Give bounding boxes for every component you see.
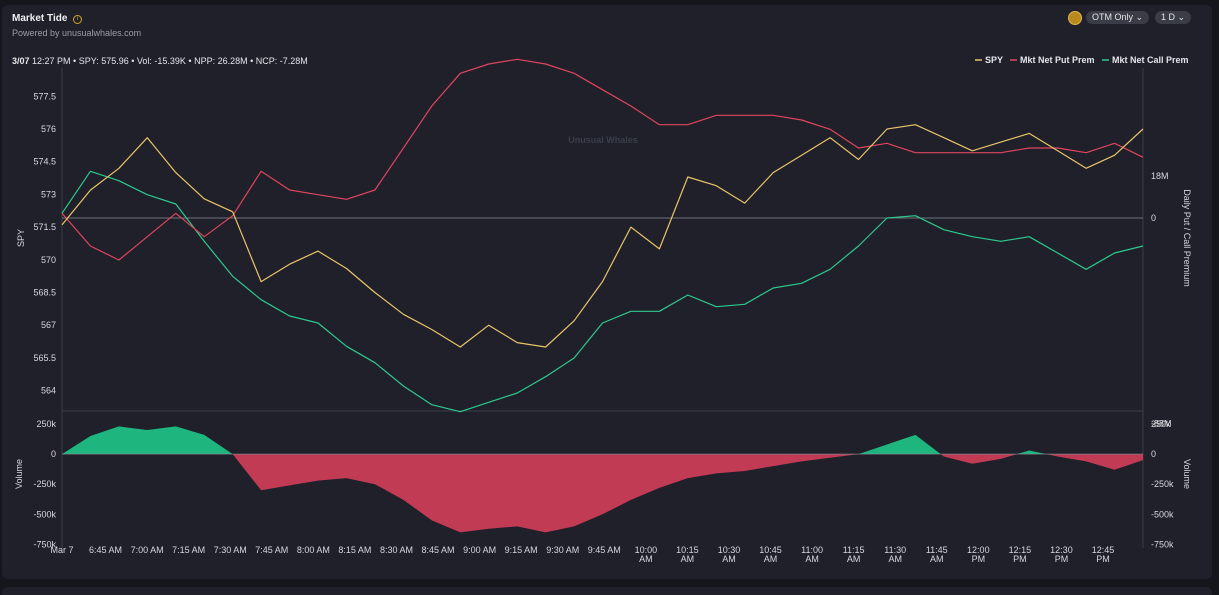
x-tick-label: 9:45 AM — [588, 545, 621, 555]
x-tick-label: 11:15 — [843, 545, 865, 555]
x-tick-label: 9:15 AM — [505, 545, 538, 555]
hover-readout: 3/07 12:27 PM • SPY: 575.96 • Vol: -15.3… — [12, 56, 308, 66]
x-tick-label-suffix: AM — [722, 554, 736, 564]
volume-tick-label: -500k — [33, 509, 56, 519]
volume-right-tick-label: -750k — [1151, 539, 1174, 549]
volume-tick-label: -250k — [33, 479, 56, 489]
x-tick-label: 10:30 — [718, 545, 741, 555]
volume-tick-label: -750k — [33, 539, 56, 549]
y2-tick-label: 18M — [1151, 171, 1169, 181]
y-tick-label: 568.5 — [33, 287, 56, 297]
x-tick-label: 6:45 AM — [89, 545, 122, 555]
y-tick-label: 577.5 — [33, 91, 56, 101]
volume-right-tick-label: -250k — [1151, 479, 1174, 489]
x-tick-label: 10:00 — [635, 545, 658, 555]
volume-right-tick-label: 0 — [1151, 449, 1156, 459]
call-premium-line — [61, 170, 1144, 413]
y2-tick-label: -88M — [1151, 418, 1172, 428]
x-tick-label: 11:00 — [801, 545, 823, 555]
x-tick-label-suffix: AM — [805, 554, 819, 564]
x-tick-label: Mar 7 — [50, 545, 73, 555]
x-tick-label: 12:45 — [1092, 545, 1115, 555]
x-tick-label: 8:30 AM — [380, 545, 413, 555]
y-tick-label: 576 — [41, 124, 56, 134]
x-tick-label-suffix: AM — [639, 554, 653, 564]
chevron-down-icon: ⌄ — [1135, 12, 1144, 22]
y-tick-label: 573 — [41, 189, 56, 199]
panel-title: Market Tide — [12, 13, 68, 24]
x-tick-label: 10:15 — [676, 545, 699, 555]
legend-item: Mkt Net Call Prem — [1112, 55, 1189, 65]
x-tick-label: 9:30 AM — [546, 545, 579, 555]
volume-area-negative — [232, 454, 1143, 533]
x-tick-label: 9:00 AM — [463, 545, 496, 555]
y-tick-label: 564 — [41, 386, 56, 396]
x-tick-label: 11:30 — [884, 545, 906, 555]
x-tick-label: 8:00 AM — [297, 545, 330, 555]
x-tick-label-suffix: PM — [1013, 554, 1027, 564]
next-panel-edge — [2, 587, 1212, 595]
x-tick-label: 12:30 — [1050, 545, 1073, 555]
x-tick-label: 12:00 — [967, 545, 990, 555]
x-tick-label-suffix: AM — [681, 554, 695, 564]
panel-subtitle: Powered by unusualwhales.com — [12, 28, 142, 38]
put-premium-line — [61, 58, 1144, 261]
y-tick-label: 574.5 — [33, 157, 56, 167]
spy-line — [61, 124, 1144, 348]
x-tick-label: 10:45 — [759, 545, 782, 555]
watermark: Unusual Whales — [568, 135, 638, 145]
volume-right-tick-label: 250k — [1151, 419, 1171, 429]
x-tick-label: 11:45 — [926, 545, 948, 555]
volume-tick-label: 0 — [51, 449, 56, 459]
legend-item: Mkt Net Put Prem — [1020, 55, 1095, 65]
volume-axis-label: Volume — [14, 459, 24, 489]
x-tick-label: 7:45 AM — [255, 545, 288, 555]
range-label: 1 D — [1161, 12, 1176, 22]
info-icon[interactable]: i — [73, 15, 82, 24]
otm-filter-label: OTM Only — [1092, 12, 1134, 22]
volume-right-tick-label: -500k — [1151, 509, 1174, 519]
x-tick-label-suffix: AM — [888, 554, 902, 564]
volume-right-axis-label: Volume — [1182, 459, 1192, 489]
y-axis-label: SPY — [16, 229, 26, 247]
y2-tick-label: 0 — [1151, 213, 1156, 223]
x-tick-label: 8:45 AM — [422, 545, 455, 555]
y-tick-label: 570 — [41, 255, 56, 265]
range-dropdown[interactable]: 1 D ⌄ — [1155, 11, 1192, 24]
y-tick-label: 571.5 — [33, 222, 56, 232]
y2-axis-label: Daily Put / Call Premium — [1182, 189, 1192, 287]
x-tick-label-suffix: PM — [1096, 554, 1110, 564]
y-tick-label: 567 — [41, 320, 56, 330]
x-tick-label: 7:00 AM — [131, 545, 164, 555]
coin-icon[interactable] — [1068, 11, 1082, 25]
volume-area-positive — [62, 426, 1143, 455]
volume-tick-label: 250k — [36, 419, 56, 429]
x-tick-label-suffix: AM — [930, 554, 944, 564]
y-tick-label: 565.5 — [33, 353, 56, 363]
x-tick-label: 7:15 AM — [172, 545, 205, 555]
x-tick-label-suffix: AM — [764, 554, 778, 564]
legend-item: SPY — [985, 55, 1003, 65]
x-tick-label-suffix: PM — [972, 554, 986, 564]
x-tick-label-suffix: AM — [847, 554, 861, 564]
chevron-down-icon: ⌄ — [1177, 12, 1186, 22]
otm-filter-dropdown[interactable]: OTM Only ⌄ — [1086, 11, 1150, 24]
x-tick-label: 12:15 — [1009, 545, 1032, 555]
x-tick-label-suffix: PM — [1055, 554, 1069, 564]
x-tick-label: 8:15 AM — [338, 545, 371, 555]
x-tick-label: 7:30 AM — [214, 545, 247, 555]
